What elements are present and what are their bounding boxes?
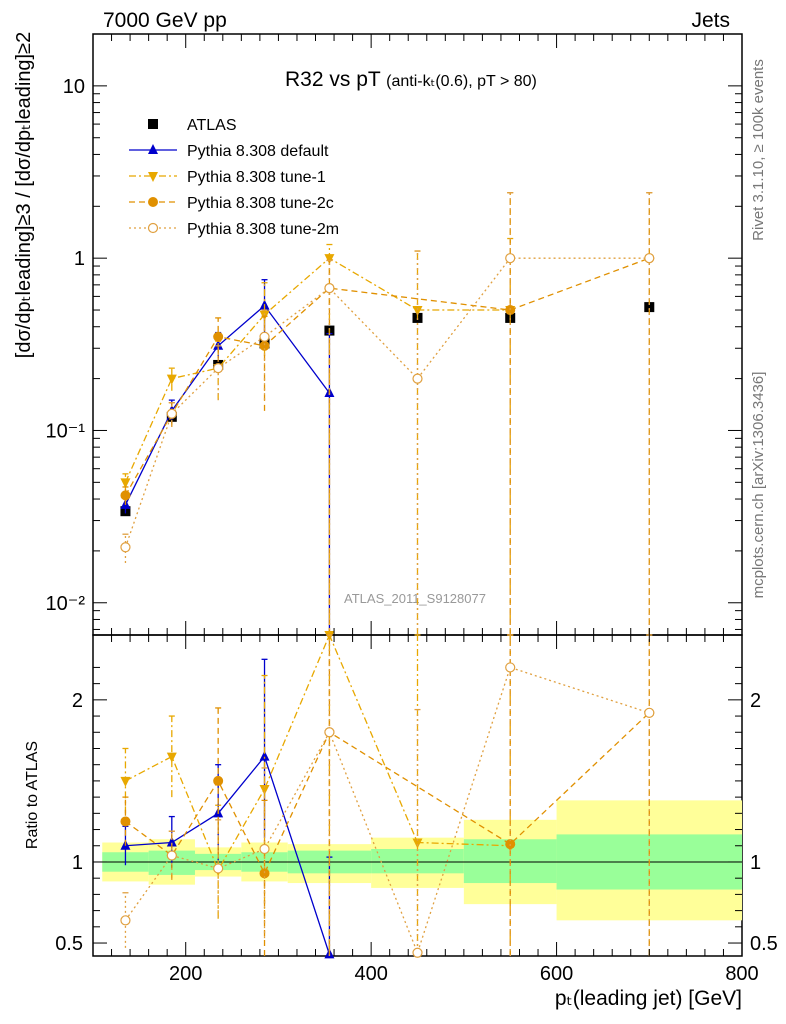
ratio-x-tick-label: 400 — [354, 963, 387, 985]
ratio-y-tick-label: 0.5 — [55, 933, 83, 955]
ratio-point-t2m — [120, 915, 131, 926]
ratio-plot-area — [93, 631, 742, 959]
ratio-y-tick-label-right: 0.5 — [750, 933, 778, 955]
ratio-y-tick-label-right: 1 — [750, 852, 761, 874]
main-title-text: R32 vs pT — [285, 68, 381, 91]
main-point-t2c — [259, 340, 270, 351]
main-point-t2m — [259, 331, 270, 342]
main-point-t2m — [120, 542, 131, 553]
main-point-t2m — [213, 363, 224, 374]
legend-label-t2m: Pythia 8.308 tune-2m — [187, 221, 339, 238]
ratio-point-t1 — [166, 752, 177, 763]
main-y-tick-label: 1 — [74, 248, 85, 270]
legend-label-def: Pythia 8.308 default — [187, 143, 329, 160]
legend-marker-def — [148, 144, 158, 154]
main-point-t2c — [213, 331, 224, 342]
ratio-point-t2m — [213, 863, 224, 874]
axes: 10⁻² 10⁻¹ 1 10 200 400 600 800 0.5 0.5 1 1 2 2 — [46, 33, 778, 985]
x-axis-label: pₜ(leading jet) [GeV] — [555, 987, 742, 1010]
main-line-t2m — [124, 257, 650, 548]
main-point-t1 — [120, 478, 131, 489]
ratio-point-t2m — [412, 947, 423, 958]
ratio-point-t2c — [213, 775, 224, 786]
side-label-top: Rivet 3.1.10, ≥ 100k events — [750, 59, 767, 241]
main-line-t1 — [124, 257, 511, 483]
analysis-watermark: ATLAS_2011_S9128077 — [344, 591, 486, 606]
main-y-tick-label: 10⁻² — [46, 593, 86, 615]
header-left: 7000 GeV pp — [103, 9, 227, 32]
ratio-point-def — [166, 836, 177, 847]
ratio-x-tick-label: 200 — [169, 963, 202, 985]
main-y-axis-label: [dσ/dpₜleading]≥3 / [dσ/dpₜleading]≥2 — [13, 32, 35, 358]
ratio-x-tick-label: 800 — [725, 963, 758, 985]
main-line-t2c — [124, 257, 650, 496]
legend-label-t2c: Pythia 8.308 tune-2c — [187, 195, 334, 212]
ratio-point-t1 — [412, 838, 423, 849]
main-point-t1 — [166, 374, 177, 385]
legend-marker-atlas — [148, 119, 158, 129]
ratio-x-tick-label: 600 — [540, 963, 573, 985]
ratio-point-t2m — [166, 850, 177, 861]
main-point-t2c — [505, 305, 516, 316]
legend-label-atlas: ATLAS — [187, 117, 237, 134]
main-point-t2m — [412, 373, 423, 384]
ratio-y-tick-label: 1 — [72, 852, 83, 874]
main-point-atlas — [644, 302, 655, 313]
ratio-point-t2m — [259, 843, 270, 855]
main-title-sub: (anti-kₜ(0.6), pT > 80) — [386, 73, 537, 90]
main-title: R32 vs pT (anti-kₜ(0.6), pT > 80) — [285, 68, 537, 91]
ratio-point-t2m — [324, 727, 335, 738]
ratio-point-t1 — [120, 776, 131, 787]
legend-label-t1: Pythia 8.308 tune-1 — [187, 169, 326, 186]
main-y-tick-label: 10 — [63, 76, 85, 98]
main-point-t2m — [505, 253, 516, 264]
main-line-def — [124, 304, 330, 506]
main-point-t2m — [324, 283, 335, 294]
ratio-point-def — [259, 750, 270, 761]
ratio-point-t2m — [505, 662, 516, 673]
ratio-point-t2c — [120, 816, 131, 827]
ratio-point-t2c — [259, 868, 270, 879]
main-point-t1 — [412, 306, 423, 317]
legend-marker-t1 — [148, 172, 158, 182]
main-point-t2m — [644, 253, 655, 264]
main-point-t1 — [324, 254, 335, 265]
ratio-point-t2m — [644, 707, 655, 718]
main-plot-area — [120, 192, 655, 635]
main-y-tick-label: 10⁻¹ — [46, 420, 86, 442]
header-right: Jets — [691, 9, 730, 32]
main-point-t2m — [166, 408, 177, 419]
ratio-point-t1 — [259, 785, 270, 796]
legend-marker-t2c — [148, 197, 158, 207]
side-label-bottom: mcplots.cern.ch [arXiv:1306.3436] — [750, 372, 767, 599]
legend: ATLAS Pythia 8.308 default Pythia 8.308 tu… — [129, 117, 339, 238]
ratio-y-axis-label: Ratio to ATLAS — [24, 741, 41, 849]
ratio-y-tick-label: 2 — [72, 690, 83, 712]
main-point-t2c — [120, 490, 131, 501]
ratio-y-tick-label-right: 2 — [750, 690, 761, 712]
legend-marker-t2m — [147, 222, 159, 234]
